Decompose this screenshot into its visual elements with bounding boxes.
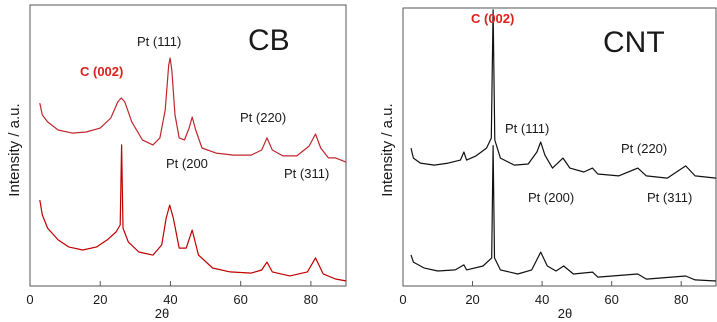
cb-x-tick-label: 40 [163, 292, 177, 307]
cnt-x-tick-label: 60 [604, 292, 618, 307]
cnt-y-axis-label: Intensity / a.u. [379, 103, 396, 196]
cnt-series-group [410, 9, 717, 282]
cb-annotation-pt200: Pt (200 [166, 156, 208, 171]
cnt-chart-title: CNT [603, 26, 665, 59]
cb-chart-title: CB [248, 24, 290, 57]
cnt-x-tick-label: 0 [399, 292, 406, 307]
cb-annotation-c002: C (002) [80, 64, 123, 79]
cnt-x-ticks: 0 20 40 60 80 [399, 281, 688, 307]
cnt-plot-frame [402, 7, 717, 287]
cnt-x-axis-label: 2θ [558, 306, 572, 321]
cnt-series-line-1 [410, 9, 717, 179]
cb-annotation-pt220: Pt (220) [240, 110, 286, 125]
cb-x-tick-label: 60 [233, 292, 247, 307]
cb-series-line-2 [39, 144, 347, 282]
cb-series-group [39, 57, 347, 282]
cnt-annotation-pt220: Pt (220) [621, 141, 667, 156]
cnt-x-tick-label: 20 [465, 292, 479, 307]
cb-series-line-1 [39, 57, 347, 163]
cb-annotation-pt311: Pt (311) [284, 166, 329, 181]
cnt-annotation-pt111: Pt (111) [505, 121, 549, 136]
cb-y-axis-label: Intensity / a.u. [6, 103, 23, 196]
cb-x-tick-label: 80 [304, 292, 318, 307]
cnt-annotation-c002: C (002) [471, 11, 514, 26]
cnt-annotation-pt200: Pt (200) [528, 190, 574, 205]
cb-x-ticks: 0 20 40 60 80 [26, 281, 318, 307]
cb-x-tick-label: 0 [26, 292, 33, 307]
cb-chart-panel: 0 20 40 60 80 CB Intensity / a.u. 2θ C (002)… [6, 4, 347, 321]
cb-annotation-pt111: Pt (111) [137, 34, 181, 49]
cb-plot-frame [29, 4, 347, 287]
cnt-series-line-2 [410, 145, 717, 282]
cb-x-tick-label: 20 [93, 292, 107, 307]
cb-x-axis-label: 2θ [155, 306, 169, 321]
cnt-chart-panel: 0 20 40 60 80 CNT Intensity / a.u. 2θ C (002… [379, 7, 717, 321]
cnt-x-tick-label: 40 [535, 292, 549, 307]
cnt-annotation-pt311: Pt (311) [647, 190, 692, 205]
cnt-x-tick-label: 80 [674, 292, 688, 307]
